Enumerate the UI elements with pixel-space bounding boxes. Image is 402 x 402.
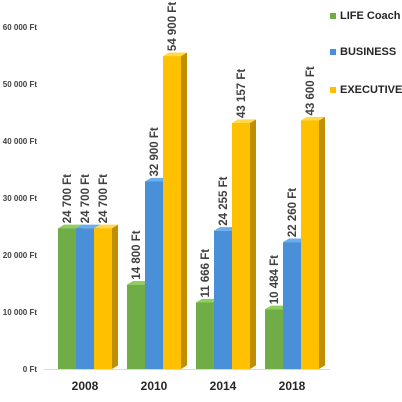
bar-top (94, 224, 118, 229)
y-tick-label: 40 000 Ft (3, 137, 38, 146)
bar-front (265, 309, 283, 369)
legend-label: BUSINESS (340, 46, 396, 58)
data-label: 24 700 Ft (98, 174, 110, 223)
legend-item-business: BUSINESS (330, 46, 396, 58)
legend-item-executive: EXECUTIVE (330, 84, 402, 96)
y-tick-label: 0 Ft (23, 365, 38, 374)
bar-top (301, 116, 325, 121)
data-label: 43 600 Ft (305, 66, 317, 115)
data-label: 24 255 Ft (218, 176, 230, 225)
bar-executive-2014 (232, 119, 256, 370)
legend: LIFE Coach BUSINESS EXECUTIVE (330, 10, 402, 96)
bar-side (181, 52, 187, 369)
x-tick-label: 2008 (72, 379, 99, 393)
x-tick-label: 2014 (210, 379, 237, 393)
bar-top (58, 224, 82, 229)
legend-swatch (330, 87, 336, 93)
y-tick-label: 10 000 Ft (3, 308, 38, 317)
bar-top (76, 224, 100, 229)
legend-swatch (330, 13, 336, 19)
bar-side (112, 224, 118, 369)
legend-label: LIFE Coach (340, 10, 401, 22)
bar-top (232, 119, 256, 124)
data-label: 43 157 Ft (236, 69, 248, 118)
bar-area (58, 52, 325, 370)
legend-label: EXECUTIVE (340, 84, 402, 96)
x-axis: 2008 2010 2014 2018 (72, 379, 306, 393)
data-label: 32 900 Ft (149, 127, 161, 176)
bar-front (163, 56, 181, 369)
bar-side (319, 116, 325, 369)
bar-front (301, 120, 319, 369)
data-labels: 24 700 Ft 24 700 Ft 24 700 Ft 14 800 Ft 32 9… (62, 2, 317, 305)
bar-front (196, 302, 214, 369)
bar-front (214, 230, 232, 369)
y-axis: 0 Ft 10 000 Ft 20 000 Ft 30 000 Ft 40 000 Ft… (3, 23, 330, 374)
bar-side (250, 119, 256, 370)
legend-swatch (330, 49, 336, 55)
y-tick-label: 50 000 Ft (3, 80, 38, 89)
data-label: 11 666 Ft (200, 249, 212, 298)
bar-front (76, 228, 94, 369)
bar-top (163, 52, 187, 57)
data-label: 10 484 Ft (269, 255, 281, 304)
bar-front (127, 284, 145, 369)
bar-executive-2018 (301, 116, 325, 369)
x-tick-label: 2010 (141, 379, 168, 393)
data-label: 22 260 Ft (287, 188, 299, 237)
y-tick-label: 60 000 Ft (3, 23, 38, 32)
x-tick-label: 2018 (279, 379, 306, 393)
bar-executive-2010 (163, 52, 187, 369)
bar-front (283, 242, 301, 369)
y-tick-label: 30 000 Ft (3, 194, 38, 203)
bar-front (58, 228, 76, 369)
data-label: 24 700 Ft (62, 174, 74, 223)
data-label: 14 800 Ft (131, 230, 143, 279)
bar-front (232, 123, 250, 369)
legend-item-life-coach: LIFE Coach (330, 10, 401, 22)
data-label: 54 900 Ft (167, 2, 179, 51)
bar-front (145, 181, 163, 369)
y-tick-label: 20 000 Ft (3, 251, 38, 260)
data-label: 24 700 Ft (80, 174, 92, 223)
bar-executive-2008 (94, 224, 118, 369)
bar-front (94, 228, 112, 369)
